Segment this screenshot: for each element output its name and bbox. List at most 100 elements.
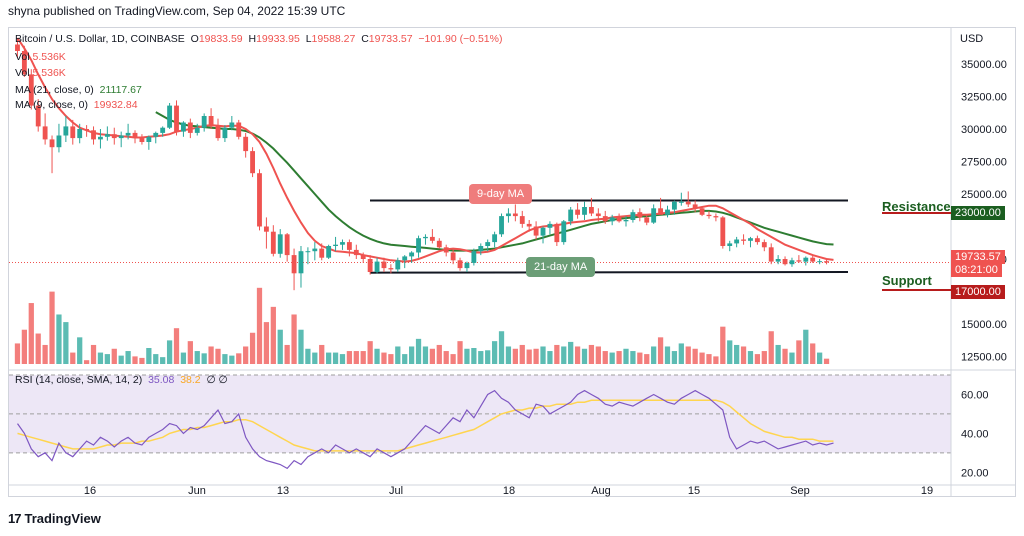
candle-body — [77, 129, 83, 139]
volume-bar — [229, 355, 235, 364]
ma9-line — [16, 37, 834, 263]
volume-value-2: 5.536K — [32, 67, 66, 79]
candle-body — [263, 226, 269, 232]
candle-body — [554, 223, 560, 243]
volume-bar — [312, 352, 318, 364]
rsi-label: RSI (14, close, SMA, 14, 2) — [15, 374, 143, 386]
candle-body — [692, 204, 698, 209]
volume-bar — [727, 340, 733, 364]
time-axis-label: Jun — [188, 485, 206, 497]
candle-body — [250, 151, 255, 174]
volume-bar — [664, 346, 671, 364]
candle-body — [685, 201, 691, 205]
volume-label-2: Vol — [15, 67, 30, 79]
volume-bar — [547, 351, 553, 364]
rsi-extra-2: ∅ — [218, 374, 228, 386]
candle-body — [395, 260, 401, 270]
time-axis-label: 15 — [688, 485, 700, 497]
volume-bar — [678, 343, 684, 364]
candle-body — [312, 248, 318, 252]
candle-body — [111, 134, 117, 139]
support-channel-line — [369, 271, 849, 274]
candle-body — [824, 261, 829, 263]
candle-body — [402, 256, 408, 261]
volume-bar — [222, 354, 228, 364]
ma21-line — [155, 111, 834, 252]
candle-body — [416, 238, 421, 253]
candle-body — [333, 244, 338, 246]
candle-body — [381, 261, 387, 269]
volume-bar — [623, 348, 629, 364]
candle-body — [284, 234, 290, 256]
volume-bar — [734, 344, 740, 364]
candle-body — [84, 129, 90, 131]
candle-body — [499, 216, 504, 235]
volume-bar — [588, 344, 595, 364]
volume-bar — [685, 346, 691, 364]
candle-body — [485, 242, 491, 246]
volume-bar — [429, 348, 436, 364]
candle-body — [194, 127, 200, 133]
volume-bar — [581, 348, 588, 364]
candle-body — [803, 257, 809, 262]
volume-bar — [782, 348, 788, 364]
volume-bar — [63, 322, 69, 364]
symbol-header: Bitcoin / U.S. Dollar, 1D, COINBASE O198… — [15, 33, 502, 45]
price-axis-label: 30000.00 — [961, 124, 1007, 136]
candle-body — [761, 242, 767, 248]
candle-body — [644, 217, 650, 223]
volume-legend-2: Vol 5.536K — [15, 67, 66, 79]
volume-bar — [789, 352, 795, 364]
candle-body — [346, 242, 352, 250]
candle-body — [547, 223, 553, 228]
rsi-sma-line — [17, 399, 834, 452]
volume-bar — [415, 338, 422, 364]
resistance-label: Resistance — [882, 199, 951, 214]
volume-bar — [740, 346, 747, 364]
resistance-price-tag: 23000.00 — [951, 206, 1005, 220]
volume-bar — [512, 348, 518, 364]
candle-body — [754, 238, 760, 243]
candle-body — [277, 234, 283, 254]
candle-body — [561, 221, 567, 243]
time-axis-label: Aug — [591, 485, 611, 497]
candle-body — [582, 207, 587, 215]
candle-body — [796, 260, 802, 262]
volume-bar — [602, 351, 608, 364]
tradingview-logo[interactable]: 17 TradingView — [8, 511, 101, 526]
candle-body — [181, 122, 186, 132]
volume-bar — [236, 353, 242, 364]
candle-body — [450, 252, 456, 261]
volume-bar — [651, 346, 657, 364]
candle-body — [21, 51, 27, 75]
candle-body — [201, 116, 207, 128]
low-label: L — [305, 33, 312, 45]
volume-bar — [132, 356, 138, 364]
countdown-tag: 08:21:00 — [951, 263, 1002, 277]
candle-body — [630, 212, 636, 220]
candle-body — [28, 74, 34, 106]
volume-bar — [768, 331, 774, 364]
candle-body — [98, 136, 103, 140]
ma21-label: MA (21, close, 0) — [15, 84, 94, 96]
volume-bar — [374, 348, 380, 364]
volume-bar — [436, 344, 442, 364]
support-label: Support — [882, 273, 932, 288]
volume-bar — [657, 337, 664, 364]
volume-bar — [277, 329, 283, 364]
volume-bar — [180, 352, 187, 364]
volume-bar — [526, 349, 532, 364]
candle-body — [118, 135, 124, 139]
candle-body — [512, 213, 518, 217]
volume-bar — [208, 346, 214, 364]
volume-bar — [270, 306, 276, 364]
candle-body — [748, 238, 753, 241]
volume-bar — [644, 354, 650, 364]
volume-bar — [249, 332, 256, 364]
candle-body — [139, 138, 145, 142]
open-label: O — [190, 33, 199, 45]
volume-bar — [823, 358, 830, 364]
volume-bar — [346, 351, 353, 364]
price-axis-label: 15000.00 — [961, 319, 1007, 331]
